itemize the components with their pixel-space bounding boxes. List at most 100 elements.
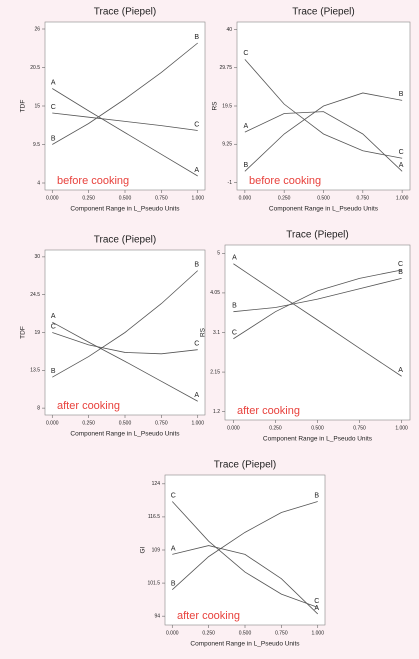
x-tick-label: 0.000	[46, 420, 59, 426]
x-tick-label: 0.500	[119, 420, 132, 426]
series-label: A	[194, 392, 199, 399]
annotation: before cooking	[57, 175, 129, 187]
series-label: A	[244, 123, 249, 130]
series-label: C	[399, 149, 404, 156]
x-tick-label: 0.250	[82, 195, 95, 201]
series-label: C	[232, 330, 237, 337]
chart: Trace (Piepel) 1.2 2.15 3.1 4.05 5 0.000 0.250 0…	[200, 230, 411, 443]
x-axis-label: Component Range in L_Pseudo Units	[269, 206, 379, 213]
chart: Trace (Piepel) 8 13.5 19 24.5 30 0.000 0.250 0.5…	[20, 235, 206, 438]
y-tick-label: 20.5	[30, 65, 40, 71]
x-axis-label: Component Range in L_Pseudo Units	[263, 436, 373, 443]
y-tick-label: -1	[228, 180, 233, 186]
y-tick-label: 9.25	[222, 142, 232, 148]
x-tick-label: 0.750	[357, 195, 370, 201]
series-label: A	[398, 367, 403, 374]
y-axis-label: GI	[140, 546, 147, 553]
chart: Trace (Piepel) 4 9.5 15 20.5 26 0.000 0.250 0.50…	[20, 7, 206, 213]
x-axis-label: Component Range in L_Pseudo Units	[70, 206, 180, 213]
series-label: A	[194, 167, 199, 174]
chart-title: Trace (Piepel)	[292, 7, 354, 18]
y-tick-label: 94	[154, 614, 160, 620]
y-tick-label: 1.2	[213, 409, 220, 415]
trace-line	[172, 501, 318, 591]
y-tick-label: 13.5	[30, 368, 40, 374]
series-label: B	[314, 492, 319, 499]
y-axis-label: TDF	[20, 100, 27, 113]
y-tick-label: 8	[37, 405, 40, 411]
chart-title: Trace (Piepel)	[94, 235, 156, 246]
trace-line	[244, 92, 403, 172]
series-label: C	[398, 261, 403, 268]
plot-area	[224, 244, 411, 421]
y-tick-label: 124	[152, 481, 161, 487]
y-axis-label: RS	[200, 327, 207, 337]
x-tick-label: 0.250	[202, 630, 215, 636]
x-tick-label: 0.250	[82, 420, 95, 426]
x-axis-label: Component Range in L_Pseudo Units	[190, 641, 300, 648]
chart-title: Trace (Piepel)	[214, 460, 276, 471]
trace-line	[52, 42, 198, 145]
x-tick-label: 0.750	[155, 195, 168, 201]
series-label: B	[398, 269, 403, 276]
trace-line	[233, 263, 402, 377]
series-label: B	[399, 91, 404, 98]
y-tick-label: 4	[37, 180, 40, 186]
x-tick-label: 0.500	[311, 425, 324, 431]
x-tick-label: 1.000	[191, 420, 204, 426]
x-tick-label: 0.000	[227, 425, 240, 431]
trace-line	[244, 111, 403, 172]
y-tick-label: 24.5	[30, 292, 40, 298]
y-tick-label: 4.05	[210, 290, 220, 296]
series-label: B	[51, 135, 56, 142]
trace-line	[233, 277, 402, 313]
annotation: after cooking	[237, 405, 300, 417]
y-tick-label: 30	[34, 254, 40, 260]
y-tick-label: 26	[34, 26, 40, 32]
chart: Trace (Piepel) 94 101.5 109 116.5 124 0.000 0.2…	[140, 460, 326, 648]
y-tick-label: 116.5	[148, 514, 160, 520]
x-tick-label: 0.000	[166, 630, 179, 636]
annotation: after cooking	[57, 400, 120, 412]
series-label: C	[314, 598, 319, 605]
x-tick-label: 0.750	[275, 630, 288, 636]
series-label: C	[194, 121, 199, 128]
series-label: C	[51, 104, 56, 111]
series-label: A	[399, 162, 404, 169]
series-label: B	[194, 261, 199, 268]
y-axis-label: TDF	[20, 326, 27, 339]
x-tick-label: 0.250	[278, 195, 291, 201]
x-tick-label: 1.000	[395, 425, 408, 431]
annotation: after cooking	[177, 610, 240, 622]
series-label: B	[244, 162, 249, 169]
y-tick-label: 40	[226, 27, 232, 33]
x-tick-label: 0.750	[155, 420, 168, 426]
series-label: A	[232, 255, 237, 262]
y-tick-label: 109	[152, 547, 161, 553]
y-tick-label: 3.1	[213, 330, 220, 336]
series-label: A	[314, 605, 319, 612]
x-tick-label: 0.000	[46, 195, 59, 201]
x-tick-label: 0.500	[239, 630, 252, 636]
y-tick-label: 2.15	[210, 369, 220, 375]
x-tick-label: 0.500	[119, 195, 132, 201]
x-tick-label: 0.250	[269, 425, 282, 431]
trace-line	[233, 269, 402, 340]
series-label: C	[243, 50, 248, 57]
series-label: C	[51, 323, 56, 330]
trace-line	[171, 501, 318, 608]
y-tick-label: 5	[217, 251, 220, 257]
y-tick-label: 19.5	[222, 103, 232, 109]
trace-line	[244, 59, 403, 159]
y-tick-label: 19	[34, 330, 40, 336]
x-tick-label: 1.000	[311, 630, 324, 636]
x-tick-label: 0.750	[353, 425, 366, 431]
trace-line	[52, 332, 198, 355]
series-label: A	[51, 79, 56, 86]
trace-line	[52, 112, 198, 131]
chart-title: Trace (Piepel)	[286, 230, 348, 241]
trace-line	[52, 88, 198, 177]
y-tick-label: 15	[34, 103, 40, 109]
trace-line	[52, 321, 198, 402]
annotation: before cooking	[249, 175, 321, 187]
